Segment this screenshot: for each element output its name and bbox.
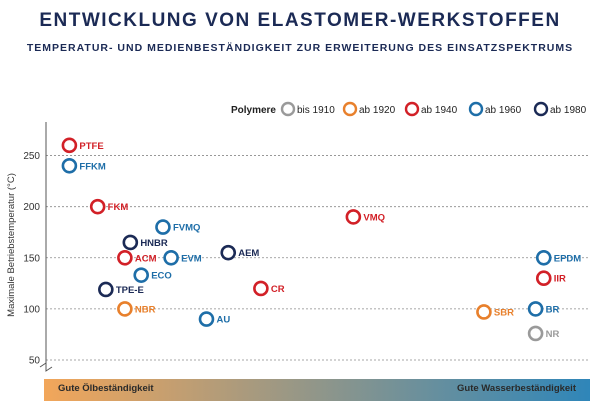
data-point-iir: [535, 270, 552, 287]
legend-marker: [280, 101, 296, 117]
y-tick-label: 250: [23, 151, 40, 162]
water-resistance-label: Gute Wasserbeständigkeit: [457, 383, 576, 394]
legend-marker: [404, 101, 420, 117]
legend-title: Polymere: [231, 105, 276, 116]
data-label: HNBR: [140, 238, 168, 249]
data-label: FVMQ: [173, 223, 200, 234]
legend-marker: [342, 101, 358, 117]
oil-resistance-label: Gute Ölbeständigkeit: [58, 383, 154, 394]
legend-marker: [533, 101, 549, 117]
data-label: SBR: [494, 307, 514, 318]
data-label: NBR: [135, 304, 156, 315]
data-label: PTFE: [79, 141, 103, 152]
data-label: NR: [546, 329, 560, 340]
data-point-vmq: [345, 209, 362, 225]
y-tick-label: 50: [29, 356, 41, 367]
data-point-fkm: [89, 198, 106, 215]
data-point-cr: [253, 280, 269, 297]
data-label: VMQ: [363, 212, 385, 223]
y-axis-label: Maximale Betriebstemperatur (°C): [6, 173, 17, 317]
data-point-evm: [163, 249, 179, 266]
data-point-fvmq: [155, 219, 171, 235]
y-tick-label: 150: [23, 253, 40, 264]
data-label: AEM: [238, 248, 259, 259]
data-point-ffkm: [61, 157, 78, 174]
data-label: FKM: [108, 202, 129, 213]
data-point-aem: [220, 244, 237, 261]
legend-entry: ab 1920: [359, 105, 396, 116]
data-label: TPE-E: [116, 285, 144, 296]
legend-entry: ab 1940: [421, 105, 458, 116]
data-point-nr: [527, 325, 544, 342]
data-label: FFKM: [79, 161, 105, 172]
legend-entry: ab 1980: [550, 105, 587, 116]
chart-subtitle: TEMPERATUR- UND MEDIENBESTÄNDIGKEIT ZUR …: [26, 42, 574, 54]
data-label: EVM: [181, 253, 202, 264]
axis-break-mark: [39, 362, 53, 372]
data-point-ptfe: [61, 137, 78, 154]
y-tick-label: 200: [23, 202, 40, 213]
data-point-tpe-e: [98, 281, 114, 298]
data-point-hnbr: [122, 234, 139, 251]
data-label: IIR: [554, 274, 566, 285]
data-point-nbr: [117, 301, 133, 317]
chart-title: ENTWICKLUNG VON ELASTOMER-WERKSTOFFEN: [39, 10, 561, 31]
data-point-au: [198, 311, 215, 327]
data-label: AU: [216, 315, 230, 326]
data-label: ECO: [151, 271, 172, 282]
resistance-gradient-bar: Gute Ölbeständigkeit Gute Wasserbeständi…: [44, 379, 590, 401]
y-tick-label: 100: [23, 304, 40, 315]
data-label: EPDM: [554, 253, 582, 264]
legend-marker: [468, 101, 484, 117]
data-point-br: [527, 301, 544, 317]
data-point-acm: [117, 249, 133, 266]
data-point-epdm: [535, 249, 552, 266]
legend-entry: bis 1910: [297, 105, 335, 116]
data-point-eco: [133, 267, 149, 283]
legend-entry: ab 1960: [485, 105, 522, 116]
data-point-sbr: [476, 304, 492, 320]
data-label: BR: [546, 304, 560, 315]
data-label: CR: [271, 284, 285, 295]
data-label: ACM: [135, 253, 157, 264]
